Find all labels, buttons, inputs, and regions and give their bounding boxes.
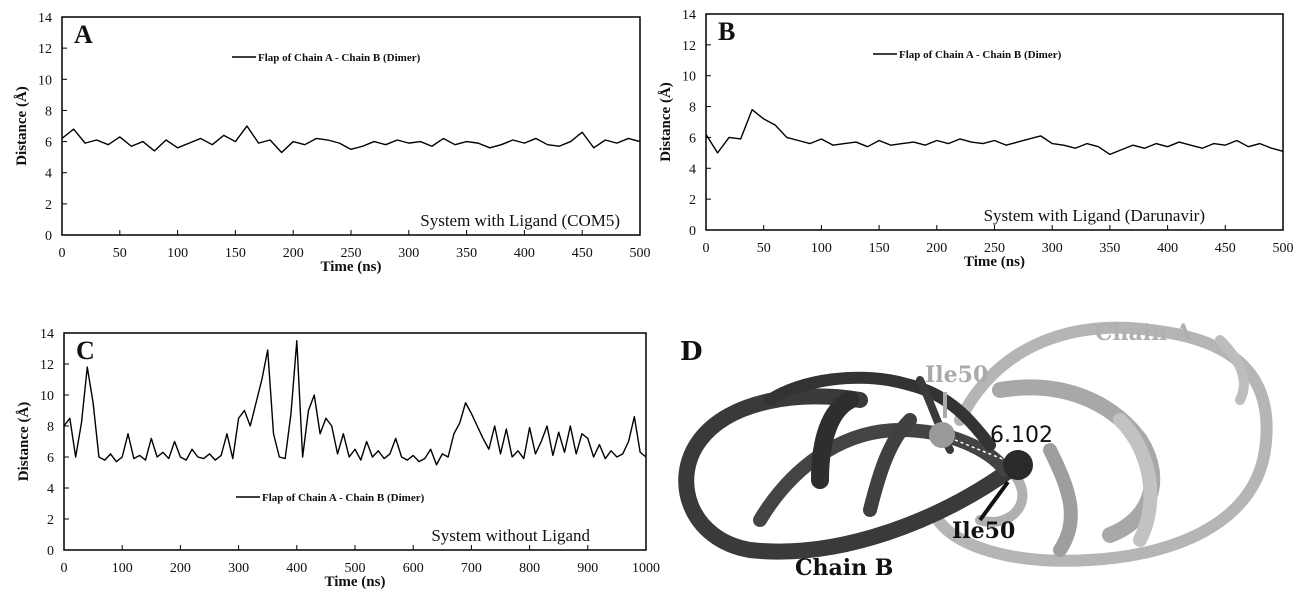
x-tick-label: 800 [519, 561, 540, 576]
x-tick-label: 700 [461, 561, 482, 576]
data-line [63, 340, 647, 466]
legend-label: Flap of Chain A - Chain B (Dimer) [899, 49, 1062, 61]
y-tick-label: 4 [689, 162, 696, 177]
x-tick-label: 350 [1099, 241, 1120, 256]
data-line [61, 125, 641, 154]
plot-frame [63, 332, 647, 551]
y-tick-label: 12 [682, 39, 696, 54]
x-tick-label: 200 [170, 561, 191, 576]
chart: 0 2 4 6 8 10 12 14 0 50 100 150 200 250 300 350 400 450 50… [14, 11, 651, 275]
x-tick-label: 0 [703, 241, 710, 256]
y-tick-label: 6 [47, 451, 54, 466]
x-tick-label: 300 [398, 246, 419, 261]
y-tick-label: 4 [45, 167, 52, 182]
y-axis-label: Distance (Å) [14, 86, 30, 166]
legend-label: Flap of Chain A - Chain B (Dimer) [262, 492, 425, 504]
residue-a-label: Ile50 [925, 362, 988, 388]
plot-frame [705, 13, 1284, 231]
y-tick-label: 12 [40, 358, 54, 373]
y-tick-label: 10 [682, 70, 696, 85]
x-tick-label: 300 [228, 561, 249, 576]
data-line [705, 108, 1284, 156]
x-tick-label: 400 [514, 246, 535, 261]
y-tick-label: 4 [47, 482, 54, 497]
y-tick-label: 14 [682, 8, 696, 23]
y-tick-label: 10 [38, 73, 52, 88]
y-tick-label: 8 [689, 101, 696, 116]
annotation: System without Ligand [431, 526, 590, 545]
x-tick-label: 100 [167, 246, 188, 261]
y-tick-label: 2 [47, 513, 54, 528]
distance-label: 6.102 [990, 423, 1053, 448]
y-tick-label: 0 [47, 544, 54, 559]
y-axis-label: Distance (Å) [16, 402, 32, 482]
y-tick-label: 6 [45, 136, 52, 151]
panel-letter: A [74, 20, 93, 49]
y-tick-label: 2 [45, 198, 52, 213]
distance-line [954, 439, 1006, 461]
x-tick-label: 150 [869, 241, 890, 256]
y-tick-label: 8 [47, 420, 54, 435]
chain-b-ribbon [678, 371, 1018, 560]
x-tick-label: 300 [1042, 241, 1063, 256]
chart: 0 2 4 6 8 10 12 14 0 50 100 150 200 250 300 350 400 450 50… [658, 8, 1294, 270]
chain-a-label: Chain A [1095, 320, 1193, 346]
residue-b-label: Ile50 [952, 518, 1015, 544]
y-tick-label: 2 [689, 193, 696, 208]
legend-label: Flap of Chain A - Chain B (Dimer) [258, 52, 421, 64]
panel-letter: D [680, 337, 703, 367]
x-tick-label: 250 [984, 241, 1005, 256]
x-tick-label: 900 [577, 561, 598, 576]
x-tick-label: 500 [345, 561, 366, 576]
panel-letter: C [76, 336, 95, 365]
plot-frame [61, 16, 641, 236]
y-tick-label: 0 [45, 229, 52, 244]
ile50-a-atom [929, 422, 955, 448]
x-tick-label: 100 [112, 561, 133, 576]
x-tick-label: 400 [286, 561, 307, 576]
x-tick-label: 450 [1215, 241, 1236, 256]
x-tick-label: 0 [59, 246, 66, 261]
arrow-ile50-b [978, 480, 1010, 522]
x-axis-label: Time (ns) [321, 259, 382, 275]
chain-b-label: Chain B [795, 555, 893, 581]
x-tick-label: 0 [61, 561, 68, 576]
x-tick-label: 50 [113, 246, 127, 261]
x-axis-label: Time (ns) [964, 254, 1025, 270]
y-tick-label: 14 [38, 11, 52, 26]
x-tick-label: 450 [572, 246, 593, 261]
x-tick-label: 500 [1273, 241, 1294, 256]
y-tick-label: 10 [40, 389, 54, 404]
x-tick-label: 600 [403, 561, 424, 576]
y-tick-label: 6 [689, 131, 696, 146]
x-tick-label: 50 [757, 241, 771, 256]
x-tick-label: 350 [456, 246, 477, 261]
x-tick-label: 400 [1157, 241, 1178, 256]
chain-a-ribbon [929, 321, 1273, 567]
x-tick-label: 1000 [632, 561, 660, 576]
y-tick-label: 0 [689, 224, 696, 239]
structure-panel: D Chain A Ile50 6.102 Ile50 Chain B [678, 320, 1273, 581]
x-tick-label: 100 [811, 241, 832, 256]
annotation: System with Ligand (COM5) [420, 211, 620, 230]
ile50-b-atom [1003, 450, 1033, 480]
x-tick-label: 250 [341, 246, 362, 261]
panel-letter: B [718, 17, 735, 46]
x-axis-label: Time (ns) [325, 574, 386, 590]
x-tick-label: 500 [630, 246, 651, 261]
x-tick-label: 200 [283, 246, 304, 261]
y-axis-label: Distance (Å) [658, 82, 674, 162]
y-tick-label: 12 [38, 42, 52, 57]
x-tick-label: 200 [926, 241, 947, 256]
annotation: System with Ligand (Darunavir) [984, 206, 1205, 225]
y-tick-label: 14 [40, 327, 54, 342]
chart: 0 2 4 6 8 10 12 14 0 100 200 300 400 500 600 700 800 900 1… [16, 327, 660, 590]
y-tick-label: 8 [45, 104, 52, 119]
x-tick-label: 150 [225, 246, 246, 261]
